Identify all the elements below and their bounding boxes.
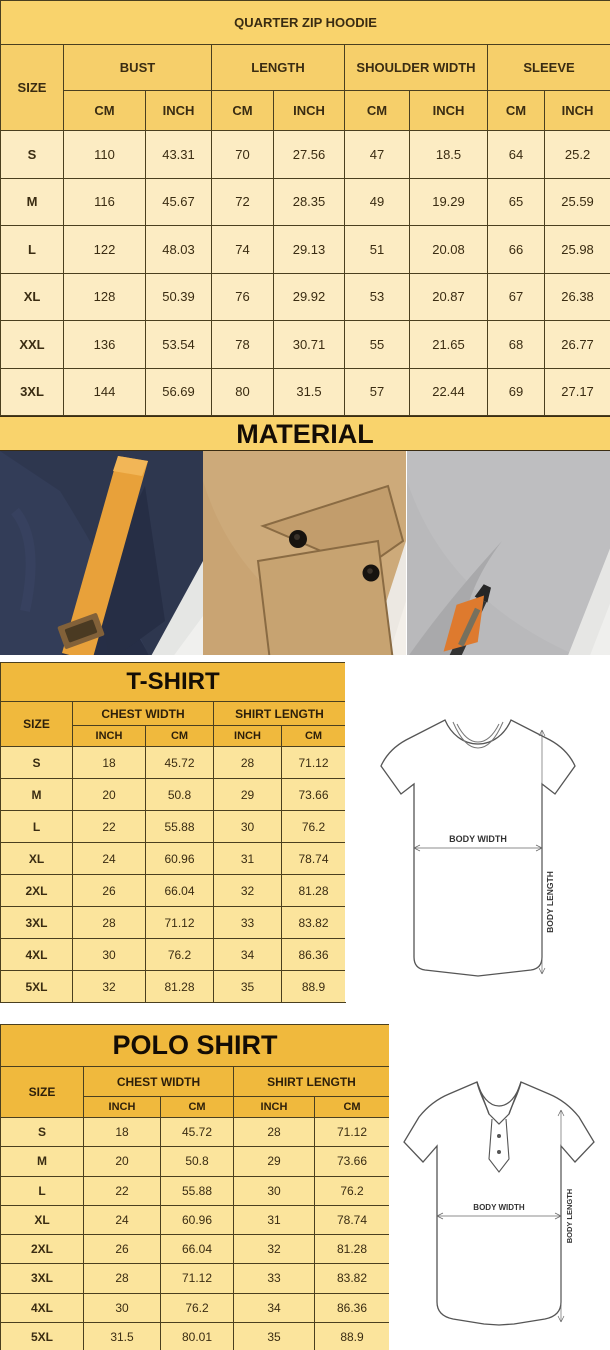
svg-text:BODY WIDTH: BODY WIDTH [449, 834, 507, 844]
svg-text:BODY LENGTH: BODY LENGTH [565, 1188, 574, 1242]
svg-text:BODY LENGTH: BODY LENGTH [545, 871, 555, 933]
svg-text:BODY WIDTH: BODY WIDTH [473, 1203, 525, 1212]
